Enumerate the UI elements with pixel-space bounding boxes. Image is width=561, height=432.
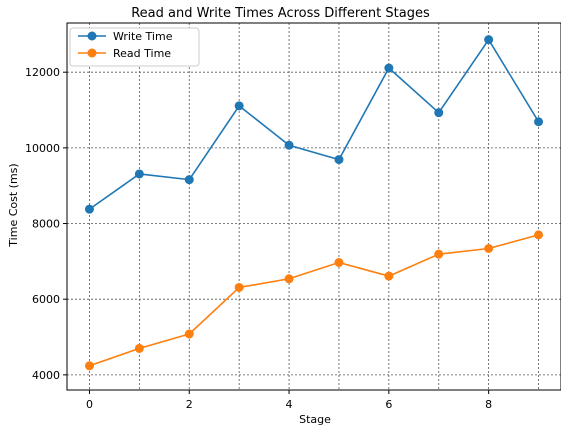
read-time-point <box>434 249 444 259</box>
y-tick-label: 4000 <box>32 369 60 382</box>
read-time-point <box>84 361 94 371</box>
y-tick-label: 12000 <box>25 66 60 79</box>
read-time-point <box>234 282 244 292</box>
read-time-point <box>334 257 344 267</box>
legend: Write Time Read Time <box>69 27 200 67</box>
series-layer <box>84 35 544 371</box>
legend-write-time-label: Write Time <box>113 30 173 43</box>
plot-frame <box>66 22 561 391</box>
legend-read-time-marker <box>87 48 97 58</box>
x-axis: 0 2 4 6 8 <box>86 390 492 411</box>
y-tick-label: 6000 <box>32 293 60 306</box>
legend-items: Write Time Read Time <box>78 30 173 60</box>
read-time-point <box>534 230 544 240</box>
legend-write-time-marker <box>87 31 97 41</box>
write-time-point <box>384 63 394 73</box>
read-time-line <box>88 234 540 367</box>
write-time-point <box>184 175 194 185</box>
x-tick-label: 6 <box>385 398 392 411</box>
write-time-point <box>434 108 444 118</box>
write-time-line <box>88 38 540 210</box>
read-time-point <box>134 343 144 353</box>
x-tick-label: 8 <box>485 398 492 411</box>
write-time-point <box>484 35 494 45</box>
read-time-point <box>384 271 394 281</box>
x-tick-label: 0 <box>86 398 93 411</box>
read-time-point <box>184 329 194 339</box>
write-time-point <box>234 101 244 111</box>
write-time-series <box>84 35 544 214</box>
y-tick-label: 8000 <box>32 218 60 231</box>
grid-layer <box>67 23 561 390</box>
write-time-point <box>84 204 94 214</box>
write-time-point <box>334 155 344 165</box>
read-time-point <box>284 274 294 284</box>
x-tick-label: 2 <box>186 398 193 411</box>
chart-title: Read and Write Times Across Different St… <box>131 6 430 21</box>
write-time-point <box>284 140 294 150</box>
y-tick-label: 10000 <box>25 142 60 155</box>
legend-box <box>69 27 200 67</box>
read-time-series <box>84 230 544 371</box>
x-axis-label: Stage <box>299 413 331 426</box>
x-tick-label: 4 <box>286 398 293 411</box>
legend-read-time-label: Read Time <box>113 47 171 60</box>
y-axis: 4000 6000 8000 10000 12000 <box>25 66 67 382</box>
read-time-point <box>484 243 494 253</box>
write-time-point <box>534 117 544 127</box>
y-axis-label: Time Cost (ms) <box>7 163 20 247</box>
write-time-point <box>134 169 144 179</box>
